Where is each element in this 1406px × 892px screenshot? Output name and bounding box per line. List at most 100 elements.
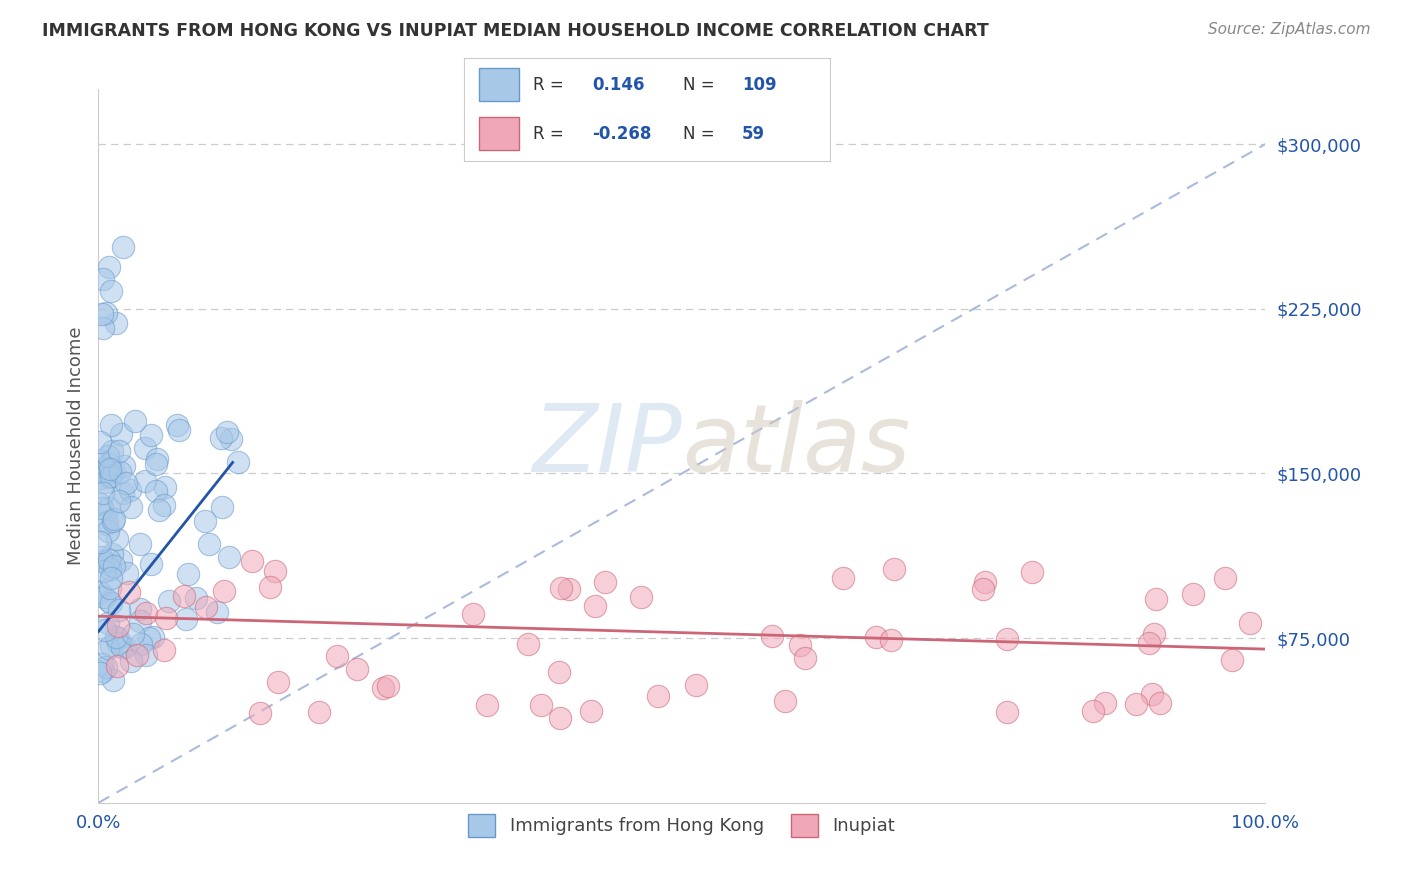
Point — [166, 418, 188, 433]
Point — [97, 615, 120, 630]
Point — [118, 585, 141, 599]
Point — [89, 497, 111, 511]
Point — [157, 594, 180, 608]
Point — [103, 558, 125, 573]
Point — [103, 511, 125, 525]
Point — [377, 679, 399, 693]
Point — [111, 239, 134, 253]
Point — [249, 706, 271, 721]
Point — [98, 562, 121, 576]
Point — [97, 524, 120, 538]
Point — [226, 455, 249, 469]
Point — [107, 618, 129, 632]
Point — [139, 427, 162, 442]
Point — [240, 554, 263, 568]
Point — [1220, 653, 1243, 667]
Point — [89, 534, 111, 549]
Point — [211, 500, 233, 514]
Point — [114, 475, 136, 490]
Point — [112, 458, 135, 473]
Point — [110, 426, 132, 441]
Point — [111, 640, 134, 654]
Point — [1149, 696, 1171, 710]
Point — [100, 284, 122, 298]
Point — [96, 557, 118, 571]
Point — [173, 589, 195, 603]
Point — [593, 574, 616, 589]
Point — [346, 662, 368, 676]
Point — [174, 612, 197, 626]
Point — [114, 640, 136, 655]
Point — [91, 321, 114, 335]
Point — [120, 500, 142, 514]
Point — [517, 637, 540, 651]
Point — [1094, 696, 1116, 710]
Point — [167, 423, 190, 437]
Point — [142, 631, 165, 645]
Point — [973, 574, 995, 589]
Point — [94, 623, 117, 637]
Point — [461, 607, 484, 622]
Point — [90, 501, 112, 516]
Point — [107, 632, 129, 646]
Point — [1143, 627, 1166, 641]
Point — [108, 603, 131, 617]
Point — [120, 483, 142, 498]
Point — [209, 431, 232, 445]
Point — [129, 602, 152, 616]
Point — [148, 503, 170, 517]
Point — [105, 316, 128, 330]
Point — [550, 581, 572, 595]
Point — [135, 606, 157, 620]
Text: 0.146: 0.146 — [592, 76, 644, 94]
Point — [995, 632, 1018, 646]
Point — [685, 678, 707, 692]
Point — [880, 632, 903, 647]
Point — [107, 444, 129, 458]
Text: R =: R = — [533, 76, 564, 94]
Point — [105, 631, 128, 645]
Point — [100, 469, 122, 483]
Point — [91, 308, 114, 322]
Point — [972, 582, 994, 596]
Text: IMMIGRANTS FROM HONG KONG VS INUPIAT MEDIAN HOUSEHOLD INCOME CORRELATION CHART: IMMIGRANTS FROM HONG KONG VS INUPIAT MED… — [42, 22, 988, 40]
Point — [1144, 591, 1167, 606]
Point — [134, 474, 156, 488]
Text: -0.268: -0.268 — [592, 125, 651, 143]
Point — [98, 462, 121, 476]
Point — [789, 638, 811, 652]
FancyBboxPatch shape — [478, 118, 519, 150]
Point — [98, 457, 121, 471]
Point — [101, 547, 124, 561]
Point — [139, 557, 162, 571]
Point — [1181, 587, 1204, 601]
Point — [155, 611, 177, 625]
Point — [205, 605, 228, 619]
Point — [103, 673, 125, 688]
Text: ZIP: ZIP — [533, 401, 682, 491]
Text: 59: 59 — [742, 125, 765, 143]
Point — [105, 659, 128, 673]
Point — [548, 711, 571, 725]
Point — [124, 414, 146, 428]
Legend: Immigrants from Hong Kong, Inupiat: Immigrants from Hong Kong, Inupiat — [461, 807, 903, 844]
Text: 109: 109 — [742, 76, 776, 94]
FancyBboxPatch shape — [478, 69, 519, 101]
Point — [475, 698, 498, 712]
Point — [129, 637, 152, 651]
Point — [93, 590, 115, 604]
Point — [89, 666, 111, 681]
Point — [100, 596, 122, 610]
Point — [110, 553, 132, 567]
Point — [530, 698, 553, 712]
Point — [100, 571, 122, 585]
Point — [107, 636, 129, 650]
Point — [101, 444, 124, 458]
Point — [194, 514, 217, 528]
Point — [129, 537, 152, 551]
Point — [115, 566, 138, 580]
Point — [97, 641, 120, 656]
Text: R =: R = — [533, 125, 564, 143]
Point — [93, 465, 115, 479]
Text: Source: ZipAtlas.com: Source: ZipAtlas.com — [1208, 22, 1371, 37]
